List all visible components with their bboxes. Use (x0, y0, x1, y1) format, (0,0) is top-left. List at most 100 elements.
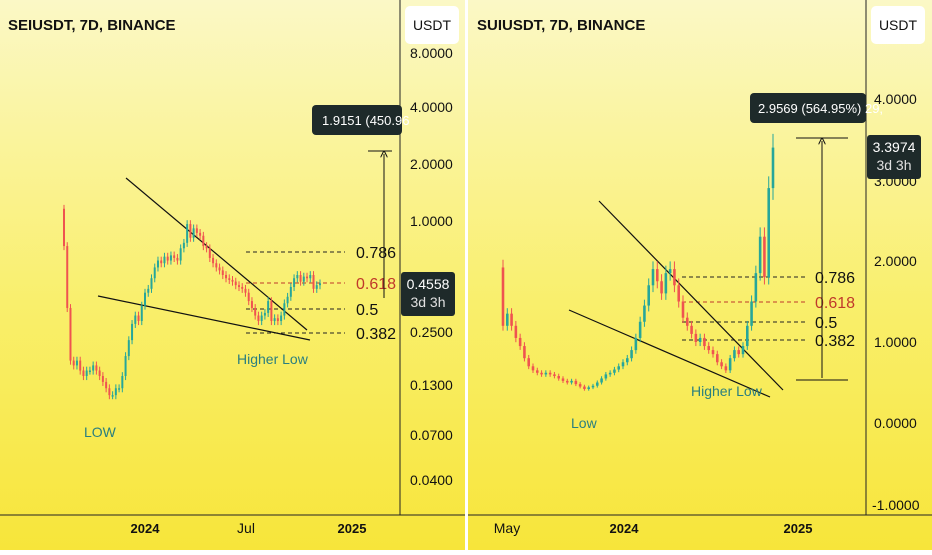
sei-candle (267, 301, 270, 313)
sui-support-trendline (568, 309, 771, 398)
sei-y-tick: 1.0000 (410, 213, 453, 229)
sei-candle (72, 360, 75, 366)
sui-candle (733, 350, 736, 359)
sei-candle (140, 305, 143, 322)
sei-fib-label-786: 0.786 (356, 245, 396, 262)
sei-candle (108, 388, 111, 396)
sui-annotation-low: Low (571, 415, 598, 431)
sui-candle (681, 301, 685, 318)
sei-candle (312, 275, 315, 289)
sei-candle (231, 279, 234, 282)
sei-countdown: 3d 3h (410, 294, 445, 310)
sei-candle (225, 275, 228, 279)
sei-candle (205, 246, 208, 249)
sui-candle (703, 337, 706, 347)
sei-support-trendline (97, 295, 311, 341)
sei-candle (202, 235, 205, 247)
sui-y-tick: -1.0000 (872, 497, 920, 513)
sui-candle (536, 370, 539, 373)
sei-candle (257, 315, 260, 322)
sei-candle (179, 248, 182, 261)
sui-chart: SUIUSDT, 7D, BINANCE USDT 4.0000 3.0000 … (468, 0, 932, 536)
sei-candle (296, 275, 299, 279)
sei-candle (160, 260, 163, 264)
sui-candle (668, 269, 672, 274)
sui-fib-label-618: 0.618 (815, 295, 855, 312)
sui-candle (561, 378, 565, 381)
sui-candle (626, 358, 629, 363)
sei-candle (137, 315, 140, 322)
sui-candle (660, 281, 663, 294)
sei-candle (95, 365, 98, 371)
sei-candle (218, 267, 221, 271)
sei-last-price: 0.4558 (407, 276, 450, 292)
sui-candle (613, 369, 616, 373)
sui-candle (656, 269, 659, 282)
sui-candle (621, 362, 625, 367)
sui-fib-label-5: 0.5 (815, 315, 837, 332)
sui-candle (544, 372, 548, 375)
sei-currency-label: USDT (413, 17, 452, 33)
sui-candle (634, 337, 638, 351)
sui-x-tick: 2025 (784, 521, 813, 536)
sei-candle (289, 286, 292, 297)
sei-currency-button[interactable] (405, 6, 459, 44)
sei-candle (63, 208, 65, 247)
sui-target-label: 2.9569 (564.95%) 29, (758, 101, 883, 116)
sui-candle (673, 269, 676, 286)
sei-candle (244, 288, 247, 293)
sui-candle (651, 269, 655, 286)
sui-candle (686, 317, 689, 326)
sei-candle (79, 360, 82, 371)
sei-candle (199, 232, 202, 236)
sui-candle (746, 325, 749, 347)
sei-candle (111, 395, 114, 397)
sui-candle (540, 372, 543, 375)
sei-candle (147, 288, 150, 293)
sei-y-tick: 2.0000 (410, 156, 453, 172)
sei-y-tick: 0.1300 (410, 377, 453, 393)
sei-candle (166, 256, 169, 261)
sui-x-tick: 2024 (610, 521, 640, 536)
sei-annotation-low: LOW (84, 424, 117, 440)
sui-candle (506, 313, 509, 326)
sui-candle (608, 372, 612, 375)
sei-candle (260, 315, 263, 322)
sei-candle (153, 267, 156, 279)
sei-candle (221, 270, 224, 275)
sui-candle (617, 366, 620, 370)
sei-candle (98, 370, 101, 377)
sei-candle (215, 263, 218, 268)
sei-candle (315, 285, 318, 289)
sei-candle (163, 256, 166, 264)
sei-y-tick: 0.0400 (410, 472, 453, 488)
sei-candle (247, 292, 250, 302)
sei-candle (283, 303, 286, 316)
sui-y-tick: 4.0000 (874, 91, 917, 107)
sei-candle (134, 315, 137, 324)
sui-candle (728, 358, 732, 371)
sei-candle (173, 255, 176, 258)
sui-candle (643, 305, 646, 322)
sei-candle (85, 370, 88, 377)
sui-candle (523, 346, 526, 359)
sui-currency-label: USDT (879, 17, 918, 33)
sei-candle (276, 318, 279, 322)
sei-candle (273, 318, 276, 322)
sui-candle (771, 147, 775, 189)
sui-currency-button[interactable] (871, 6, 925, 44)
sui-last-price: 3.3974 (873, 139, 916, 155)
sei-candle (195, 228, 198, 233)
sui-candle (720, 362, 723, 367)
sui-x-tick: May (494, 520, 520, 536)
sui-candle (501, 267, 505, 326)
sui-candle (750, 301, 753, 326)
sui-candle (600, 378, 603, 383)
sei-fib-label-618: 0.618 (356, 276, 396, 293)
sei-candle (156, 260, 159, 268)
sei-candle (88, 370, 91, 373)
sei-y-tick: 0.2500 (410, 324, 453, 340)
sui-y-tick: 2.0000 (874, 253, 917, 269)
sei-candle (92, 365, 95, 371)
